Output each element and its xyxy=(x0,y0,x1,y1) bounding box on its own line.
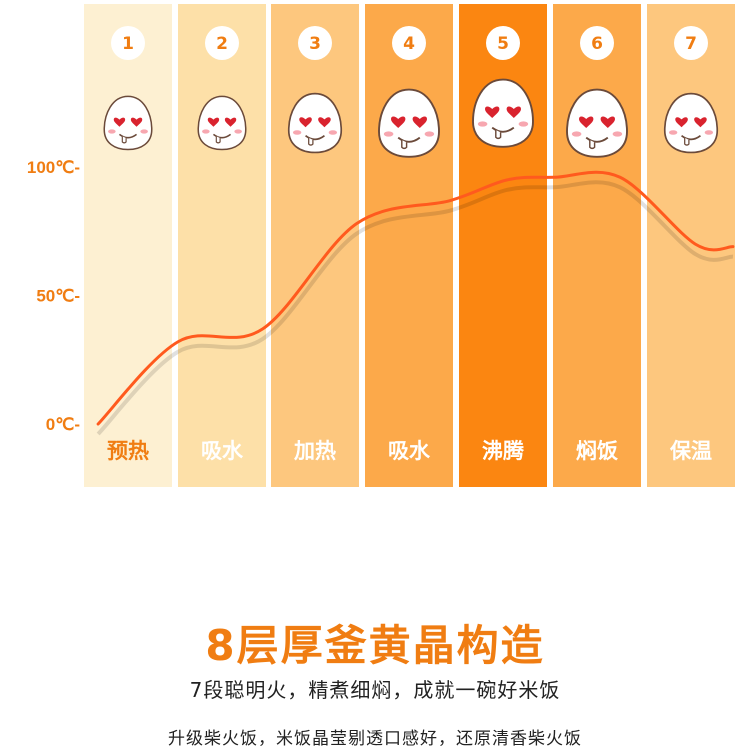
step-number-6: 6 xyxy=(591,34,603,54)
stage-column-5 xyxy=(459,4,547,487)
temperature-curve xyxy=(96,170,735,426)
rice-grain-heart-eyes-icon xyxy=(197,95,247,151)
step-badge-1 xyxy=(111,26,145,60)
subline: 7段聪明火，精煮细焖，成就一碗好米饭 xyxy=(189,678,561,702)
footline: 升级柴火饭，米饭晶莹剔透口感好，还原清香柴火饭 xyxy=(168,729,582,749)
step-number-1: 1 xyxy=(122,34,134,54)
stage-label-1: 预热 xyxy=(107,439,149,463)
step-number-3: 3 xyxy=(309,34,321,54)
y-tick-label: 0℃- xyxy=(46,415,80,434)
stage-column-7 xyxy=(647,4,735,487)
stage-label-2: 吸水 xyxy=(201,439,244,463)
step-badge-2 xyxy=(205,26,239,60)
stage-column-6 xyxy=(553,4,641,487)
stage-label-4: 吸水 xyxy=(388,439,431,463)
rice-grain-heart-eyes-icon xyxy=(472,78,534,148)
step-badge-5 xyxy=(486,26,520,60)
rice-grain-heart-eyes-icon xyxy=(566,88,628,158)
step-number-4: 4 xyxy=(403,34,415,54)
cooking-stage-chart: 0℃- 50℃- 100℃- 1 预热 2 吸水 3 加热 4 吸水 5 沸腾 6 焖饭 7 保温 xyxy=(27,4,735,487)
y-tick-label: 100℃- xyxy=(27,158,80,177)
temperature-curve-shadow xyxy=(96,180,734,436)
stage-label-5: 沸腾 xyxy=(482,439,525,463)
stage-column-1 xyxy=(84,4,172,487)
stage-label-7: 保温 xyxy=(669,439,712,463)
stage-column-3 xyxy=(271,4,359,487)
step-badge-3 xyxy=(298,26,332,60)
stage-label-6: 焖饭 xyxy=(576,439,618,463)
rice-grain-heart-eyes-icon xyxy=(663,92,719,154)
stage-label-3: 加热 xyxy=(293,439,336,463)
rice-grain-heart-eyes-icon xyxy=(378,88,440,158)
step-number-7: 7 xyxy=(685,34,697,54)
step-number-2: 2 xyxy=(216,34,228,54)
step-badge-6 xyxy=(580,26,614,60)
headline: 8层厚釜黄晶构造 xyxy=(205,621,545,670)
y-tick-label: 50℃- xyxy=(36,287,80,306)
rice-grain-heart-eyes-icon xyxy=(103,95,153,151)
step-badge-7 xyxy=(674,26,708,60)
step-badge-4 xyxy=(392,26,426,60)
stage-column-4 xyxy=(365,4,453,487)
stage-column-2 xyxy=(178,4,266,487)
step-number-5: 5 xyxy=(497,34,509,54)
rice-grain-heart-eyes-icon xyxy=(287,92,343,154)
